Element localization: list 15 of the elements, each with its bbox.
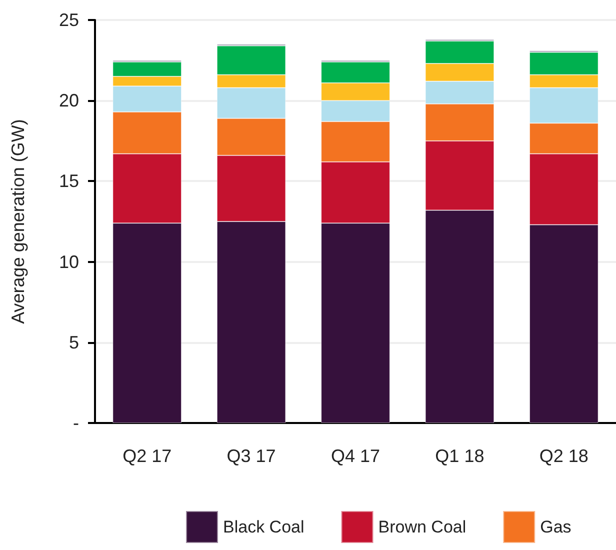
y-axis-title: Average generation (GW) [8, 119, 28, 324]
x-tick-label: Q3 17 [226, 446, 276, 466]
y-tick-label: - [73, 413, 79, 433]
x-tick-label: Q2 17 [122, 446, 172, 466]
legend-label: Black Coal [223, 518, 304, 536]
legend-label: Gas [540, 518, 572, 536]
y-tick-label: 25 [58, 10, 79, 30]
x-tick-label: Q4 17 [330, 446, 380, 466]
y-tick-label: 10 [58, 252, 79, 272]
y-tick-label: 15 [58, 171, 79, 192]
y-tick-label: 5 [68, 332, 79, 352]
x-tick-label: Q1 18 [435, 446, 484, 466]
x-tick-label: Q2 18 [539, 446, 588, 466]
legend-label: Brown Coal [378, 518, 466, 536]
y-tick-label: 20 [58, 90, 79, 111]
